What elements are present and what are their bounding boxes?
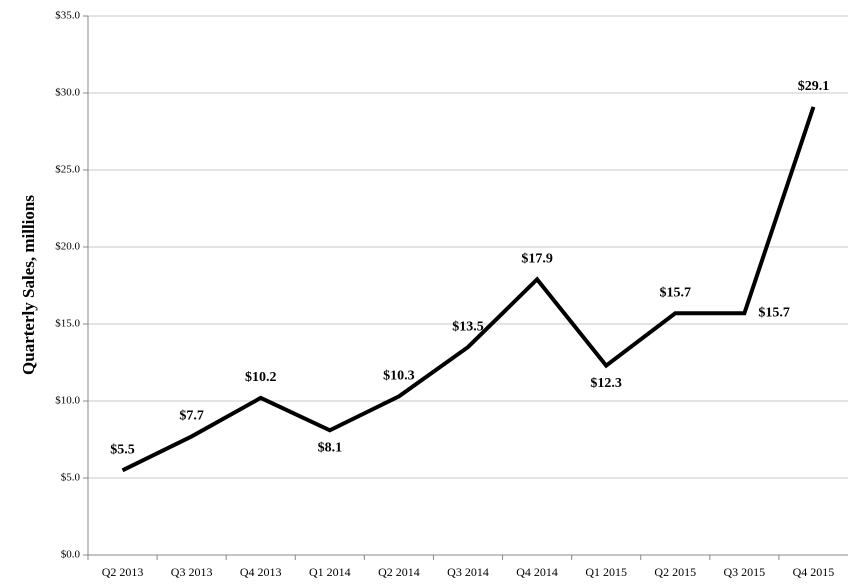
y-tick-label: $0.0 xyxy=(61,549,81,561)
data-label: $13.5 xyxy=(452,319,484,334)
x-tick-label: Q2 2013 xyxy=(102,565,144,579)
data-label: $7.7 xyxy=(179,409,204,424)
y-tick-label: $30.0 xyxy=(55,87,80,99)
x-tick-label: Q2 2014 xyxy=(378,565,420,579)
data-label: $8.1 xyxy=(318,440,343,455)
y-tick-label: $20.0 xyxy=(55,241,80,253)
data-label: $10.3 xyxy=(383,369,415,384)
data-label: $15.7 xyxy=(660,285,692,300)
y-tick-label: $25.0 xyxy=(55,164,80,176)
y-tick-label: $15.0 xyxy=(55,318,80,330)
y-tick-label: $5.0 xyxy=(61,472,81,484)
line xyxy=(121,106,816,473)
x-tick-label: Q4 2013 xyxy=(240,565,282,579)
x-tick-label: Q1 2015 xyxy=(585,565,627,579)
x-tick-label: Q2 2015 xyxy=(654,565,696,579)
x-tick-label: Q4 2014 xyxy=(516,565,558,579)
data-label: $29.1 xyxy=(798,79,830,94)
data-label: $17.9 xyxy=(521,252,553,267)
x-tick-label: Q4 2015 xyxy=(793,565,835,579)
data-label: $15.7 xyxy=(758,305,790,320)
data-label: $10.2 xyxy=(245,370,277,385)
x-tick-label: Q3 2015 xyxy=(724,565,766,579)
x-tick-label: Q3 2014 xyxy=(447,565,489,579)
y-axis-title: Quarterly Sales, millions xyxy=(19,195,38,375)
data-label: $12.3 xyxy=(590,376,622,391)
x-tick-label: Q1 2014 xyxy=(309,565,351,579)
data-label: $5.5 xyxy=(110,443,135,458)
x-tick-label: Q3 2013 xyxy=(171,565,213,579)
y-tick-label: $10.0 xyxy=(55,395,80,407)
y-tick-label: $35.0 xyxy=(55,10,80,22)
